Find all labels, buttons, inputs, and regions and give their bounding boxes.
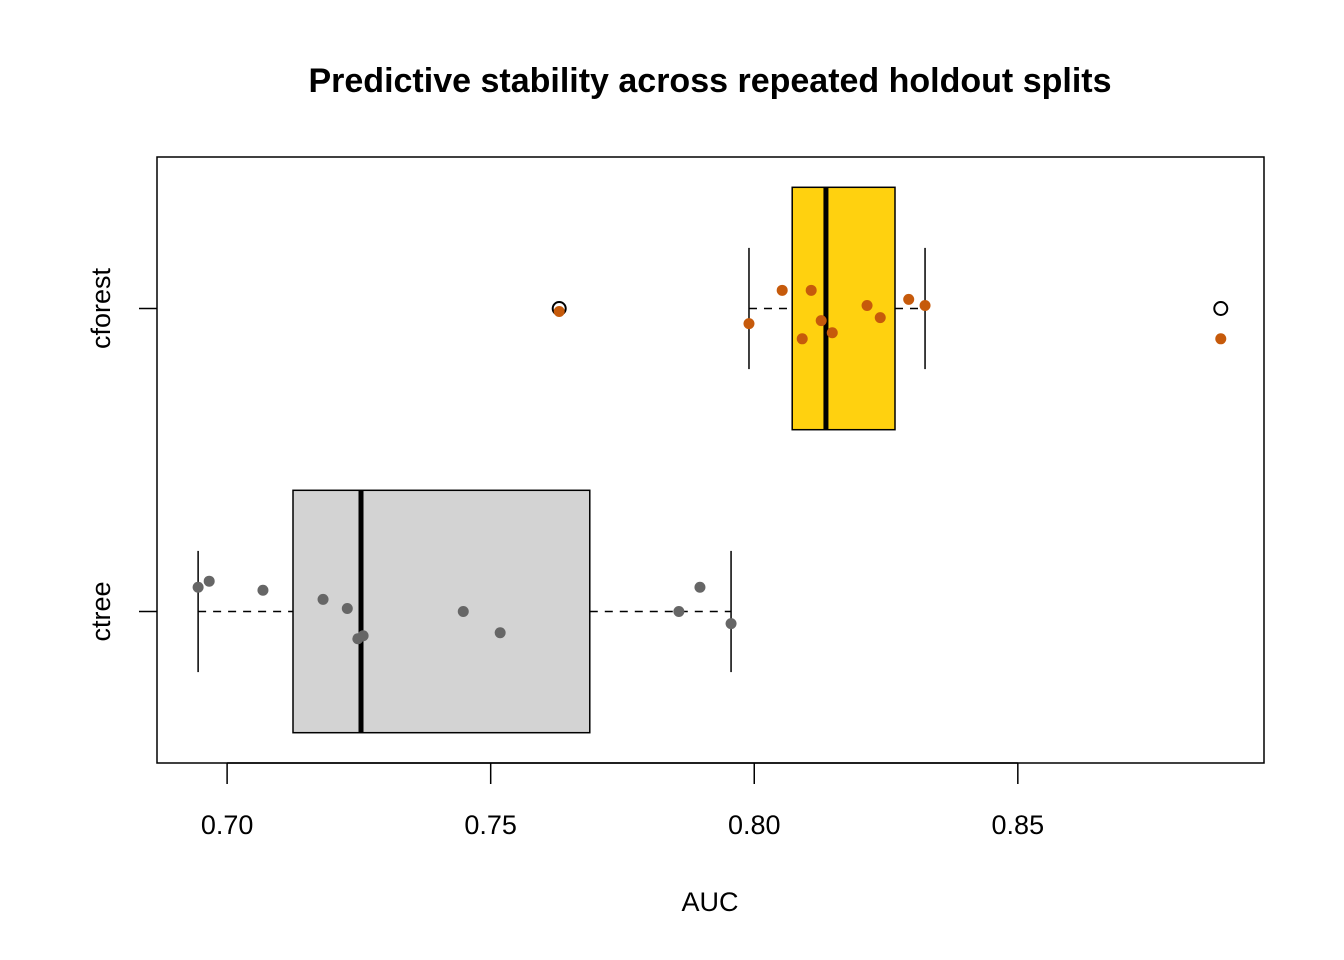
x-tick-label: 0.80 — [728, 810, 781, 840]
data-point-ctree — [341, 602, 353, 614]
data-point-ctree — [192, 581, 204, 593]
points-layer — [192, 284, 1227, 645]
data-point-ctree — [725, 618, 737, 630]
data-point-cforest — [815, 315, 827, 327]
x-tick-label: 0.70 — [201, 810, 254, 840]
data-point-cforest — [919, 299, 931, 311]
x-tick-label: 0.85 — [992, 810, 1045, 840]
data-point-ctree — [257, 584, 269, 596]
y-tick-label: cforest — [86, 267, 116, 349]
iqr-box — [292, 489, 591, 734]
data-point-cforest — [743, 318, 755, 330]
data-point-ctree — [203, 575, 215, 587]
data-point-cforest — [796, 333, 808, 345]
box-ctree — [197, 489, 732, 734]
y-tick-label: ctree — [86, 581, 116, 641]
chart-title: Predictive stability across repeated hol… — [308, 62, 1111, 100]
iqr-box — [791, 186, 896, 431]
data-point-cforest — [903, 293, 915, 305]
data-point-cforest — [826, 327, 838, 339]
x-tick-label: 0.75 — [464, 810, 517, 840]
data-point-ctree — [357, 630, 369, 642]
data-point-cforest — [553, 306, 565, 318]
outlier-marker — [1213, 301, 1229, 316]
y-axis: ctree cforest — [86, 267, 157, 642]
data-point-ctree — [673, 606, 685, 617]
data-point-ctree — [457, 606, 469, 617]
data-point-ctree — [317, 593, 329, 605]
data-point-ctree — [494, 627, 506, 639]
data-point-cforest — [805, 284, 817, 296]
x-axis: 0.70 0.75 0.80 0.85 — [201, 762, 1045, 840]
data-point-ctree — [694, 581, 706, 593]
data-point-cforest — [861, 299, 873, 311]
data-point-cforest — [776, 284, 788, 296]
box-cforest — [551, 186, 1229, 431]
data-point-cforest — [874, 312, 886, 324]
data-point-cforest — [1215, 333, 1227, 345]
boxes-layer — [197, 186, 1229, 734]
x-axis-label: AUC — [681, 887, 738, 917]
